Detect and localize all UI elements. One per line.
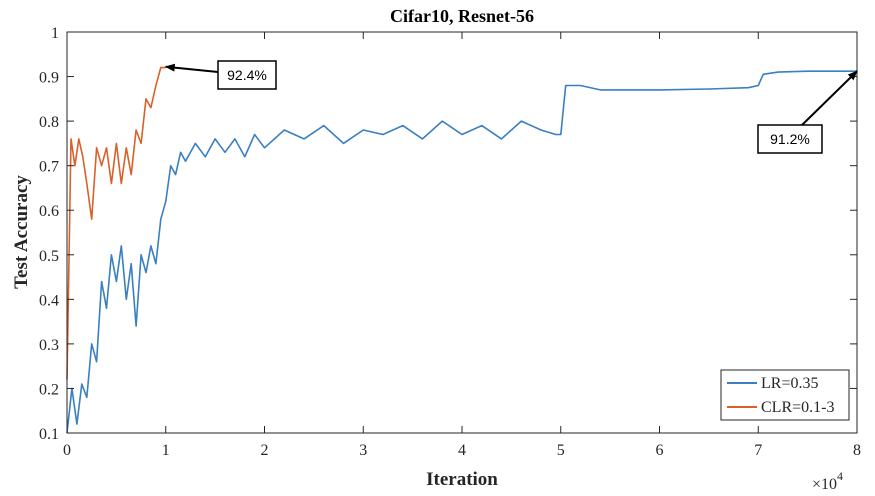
annotation-layer: 92.4% 91.2%: [164, 60, 858, 154]
annotation-box: [217, 60, 277, 90]
series-line-lr: [66, 70, 857, 434]
y-tick-label: 0.3: [39, 337, 59, 354]
x-axis-multiplier: ×104: [812, 469, 843, 493]
x-tick-label: 8: [853, 442, 861, 459]
annotation-label: 91.2%: [770, 131, 810, 147]
x-multiplier-base: ×10: [812, 476, 837, 493]
x-tick-label: 0: [63, 442, 71, 459]
annotation-arrow: [164, 63, 219, 73]
y-tick-label: 0.7: [39, 159, 59, 176]
x-tick-label: 2: [261, 442, 269, 459]
x-axis-label: Iteration: [426, 469, 498, 490]
legend: LR=0.35 CLR=0.1-3: [720, 369, 850, 421]
y-tick-label: 0.4: [39, 292, 59, 309]
y-tick-label: 0.5: [39, 248, 59, 265]
legend-box: [720, 369, 850, 421]
annotation-label: 92.4%: [227, 67, 267, 83]
x-tick-label: 5: [557, 442, 565, 459]
y-tick-label: 0.2: [39, 381, 59, 398]
legend-label-clr: CLR=0.1-3: [761, 399, 834, 416]
legend-label-lr: LR=0.35: [761, 375, 818, 392]
y-axis-ticks: 0.1 0.2 0.3 0.4 0.5 0.6 0.7 0.8 0.9 1: [39, 25, 857, 443]
series-line-clr: [66, 66, 166, 380]
y-tick-label: 1: [51, 25, 59, 42]
x-tick-label: 7: [754, 442, 762, 459]
x-axis-ticks: 0 1 2 3 4 5 6 7 8: [63, 32, 861, 459]
y-tick-label: 0.6: [39, 203, 59, 220]
x-tick-label: 3: [359, 442, 367, 459]
x-tick-label: 6: [656, 442, 664, 459]
y-tick-label: 0.8: [39, 114, 59, 131]
x-multiplier-exponent: 4: [837, 469, 843, 483]
y-tick-label: 0.9: [39, 70, 59, 87]
annotation-box: [757, 124, 823, 154]
chart-title: Cifar10, Resnet-56: [390, 6, 534, 26]
x-tick-label: 4: [458, 442, 466, 459]
x-tick-label: 1: [162, 442, 170, 459]
series-layer: [66, 66, 857, 434]
y-axis-label: Test Accuracy: [11, 175, 32, 289]
y-tick-label: 0.1: [39, 426, 59, 443]
annotation-arrow: [801, 70, 858, 126]
